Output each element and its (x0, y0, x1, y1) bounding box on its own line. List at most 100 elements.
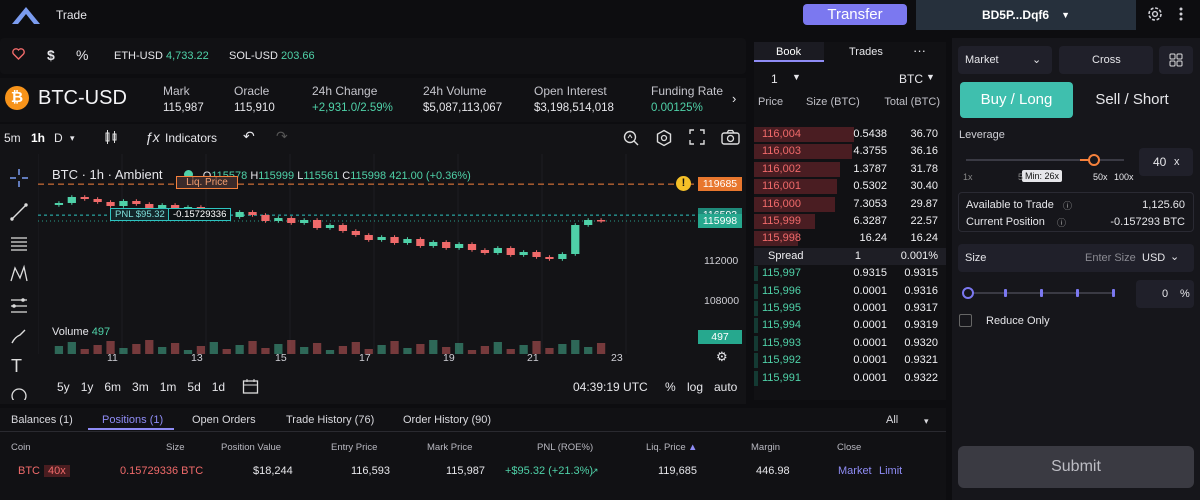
tab-open-orders[interactable]: Open Orders (192, 414, 256, 426)
bid-row[interactable]: 115,991 0.0001 0.9322 (754, 370, 946, 387)
col-pnl[interactable]: PNL (ROE%) (537, 442, 594, 453)
ask-row[interactable]: 115,998 16.24 16.24 (754, 230, 946, 247)
tab-trade-history[interactable]: Trade History (76) (286, 414, 375, 426)
close-limit-button[interactable]: Limit (879, 465, 903, 477)
app-logo-icon[interactable] (10, 5, 42, 28)
dollar-icon[interactable]: $ (47, 47, 55, 63)
eye-icon[interactable] (184, 170, 194, 179)
col-liq-price[interactable]: Liq. Price (646, 442, 686, 453)
bid-row[interactable]: 115,996 0.0001 0.9316 (754, 283, 946, 300)
sell-short-button[interactable]: Sell / Short (1095, 91, 1169, 108)
chart-settings-icon[interactable] (655, 129, 673, 150)
trend-line-icon[interactable] (9, 202, 29, 222)
more-menu-icon[interactable] (1172, 5, 1190, 23)
bid-row[interactable]: 115,994 0.0001 0.9319 (754, 317, 946, 334)
fullscreen-icon[interactable] (689, 129, 705, 148)
reduce-only-checkbox[interactable] (959, 314, 972, 327)
text-tool-icon[interactable]: T (11, 356, 22, 376)
leverage-input[interactable]: 40 x (1139, 148, 1193, 176)
tab-book[interactable]: Book (776, 46, 802, 58)
range-5y[interactable]: 5y (57, 380, 70, 394)
size-unit-select[interactable]: USD (1142, 252, 1166, 264)
chevron-down-icon[interactable]: ▼ (926, 72, 935, 82)
share-pnl-icon[interactable]: ↗ (591, 466, 599, 476)
tick-size-select[interactable]: 1 (771, 72, 778, 86)
col-entry-price[interactable]: Entry Price (331, 442, 378, 453)
chevron-down-icon[interactable]: ⌄ (1170, 251, 1180, 263)
margin-mode-select[interactable]: Cross (1059, 46, 1153, 74)
size-slider-step[interactable] (1076, 289, 1079, 297)
crosshair-icon[interactable] (9, 168, 29, 188)
ask-row[interactable]: 116,000 7.3053 29.87 (754, 196, 946, 213)
ask-row[interactable]: 116,004 0.5438 36.70 (754, 126, 946, 143)
tab-order-history[interactable]: Order History (90) (403, 414, 492, 426)
grid-options-button[interactable] (1159, 46, 1193, 74)
close-market-button[interactable]: Market (838, 465, 872, 477)
indicators-button[interactable]: Indicators (165, 131, 218, 145)
horizontal-lines-icon[interactable] (9, 234, 29, 254)
camera-icon[interactable] (721, 129, 740, 148)
warning-icon[interactable]: ! (676, 176, 691, 191)
range-6m[interactable]: 6m (104, 380, 122, 394)
ask-row[interactable]: 115,999 6.3287 22.57 (754, 213, 946, 230)
ask-row[interactable]: 116,001 0.5302 30.40 (754, 178, 946, 195)
col-size[interactable]: Size (166, 442, 185, 453)
tab-positions[interactable]: Positions (1) (102, 414, 164, 426)
auto-scale-toggle[interactable]: auto (714, 380, 738, 394)
positions-filter-select[interactable]: All (886, 414, 899, 426)
percent-scale-toggle[interactable]: % (665, 380, 676, 394)
col-margin[interactable]: Margin (751, 442, 781, 453)
wallet-button[interactable]: BD5P...Dqf6 ▼ (916, 0, 1136, 30)
chevron-down-icon[interactable]: ▾ (70, 133, 75, 143)
range-5d[interactable]: 5d (187, 380, 201, 394)
interval-d[interactable]: D (54, 131, 63, 145)
size-slider-step[interactable] (1040, 289, 1043, 297)
size-percent-input[interactable]: 0 % (1136, 280, 1194, 308)
ask-row[interactable]: 116,003 4.3755 36.16 (754, 143, 946, 160)
axis-settings-icon[interactable]: ⚙ (716, 349, 728, 364)
chevron-down-icon[interactable]: ▾ (924, 416, 929, 426)
brush-icon[interactable] (9, 326, 29, 346)
market-pair-selector[interactable]: BTC-USD (38, 87, 127, 109)
favorite-heart-icon[interactable] (12, 48, 25, 63)
leverage-slider-track[interactable] (966, 159, 1124, 161)
range-1y[interactable]: 1y (80, 380, 94, 394)
interval-5m[interactable]: 5m (4, 131, 21, 145)
col-mark-price[interactable]: Mark Price (427, 442, 473, 453)
snapshot-search-icon[interactable] (622, 129, 640, 150)
range-3m[interactable]: 3m (132, 380, 149, 394)
size-slider-thumb[interactable] (962, 287, 974, 299)
leverage-slider-thumb[interactable] (1088, 154, 1100, 166)
emoji-icon[interactable] (9, 386, 29, 406)
tab-balances[interactable]: Balances (1) (11, 414, 73, 426)
indicators-fx-icon[interactable]: ƒx (145, 129, 160, 145)
size-slider-step[interactable] (1112, 289, 1115, 297)
col-position-value[interactable]: Position Value (221, 442, 282, 453)
bid-row[interactable]: 115,997 0.9315 0.9315 (754, 265, 946, 282)
range-1d[interactable]: 1d (211, 380, 226, 394)
ticker-item-sol[interactable]: SOL-USD 203.66 (229, 50, 315, 62)
interval-1h[interactable]: 1h (31, 131, 46, 145)
candle-type-icon[interactable] (103, 129, 119, 148)
calendar-icon[interactable] (242, 378, 259, 398)
position-coin[interactable]: BTC (18, 465, 40, 477)
ask-row[interactable]: 116,002 1.3787 31.78 (754, 161, 946, 178)
transfer-button[interactable]: Transfer (803, 4, 907, 25)
ticker-item-eth[interactable]: ETH-USD 4,733.22 (114, 50, 209, 62)
redo-icon[interactable]: ↷ (276, 128, 288, 144)
submit-button[interactable]: Submit (958, 446, 1194, 488)
chevron-down-icon[interactable]: ▼ (792, 72, 801, 82)
bid-row[interactable]: 115,995 0.0001 0.9317 (754, 300, 946, 317)
percent-icon[interactable]: % (76, 47, 89, 63)
range-1m[interactable]: 1m (159, 380, 177, 394)
bid-row[interactable]: 115,992 0.0001 0.9321 (754, 352, 946, 369)
fib-tool-icon[interactable] (9, 296, 29, 316)
size-input[interactable]: Size Enter Size USD ⌄ (958, 244, 1194, 272)
info-icon[interactable]: ⓘ (1057, 218, 1067, 228)
size-slider-step[interactable] (1004, 289, 1007, 297)
book-more-icon[interactable]: ··· (913, 43, 926, 58)
buy-long-button[interactable]: Buy / Long (960, 82, 1073, 118)
pattern-tool-icon[interactable] (9, 264, 29, 284)
nav-trade-link[interactable]: Trade (56, 8, 87, 22)
chevron-right-icon[interactable]: › (732, 91, 737, 106)
